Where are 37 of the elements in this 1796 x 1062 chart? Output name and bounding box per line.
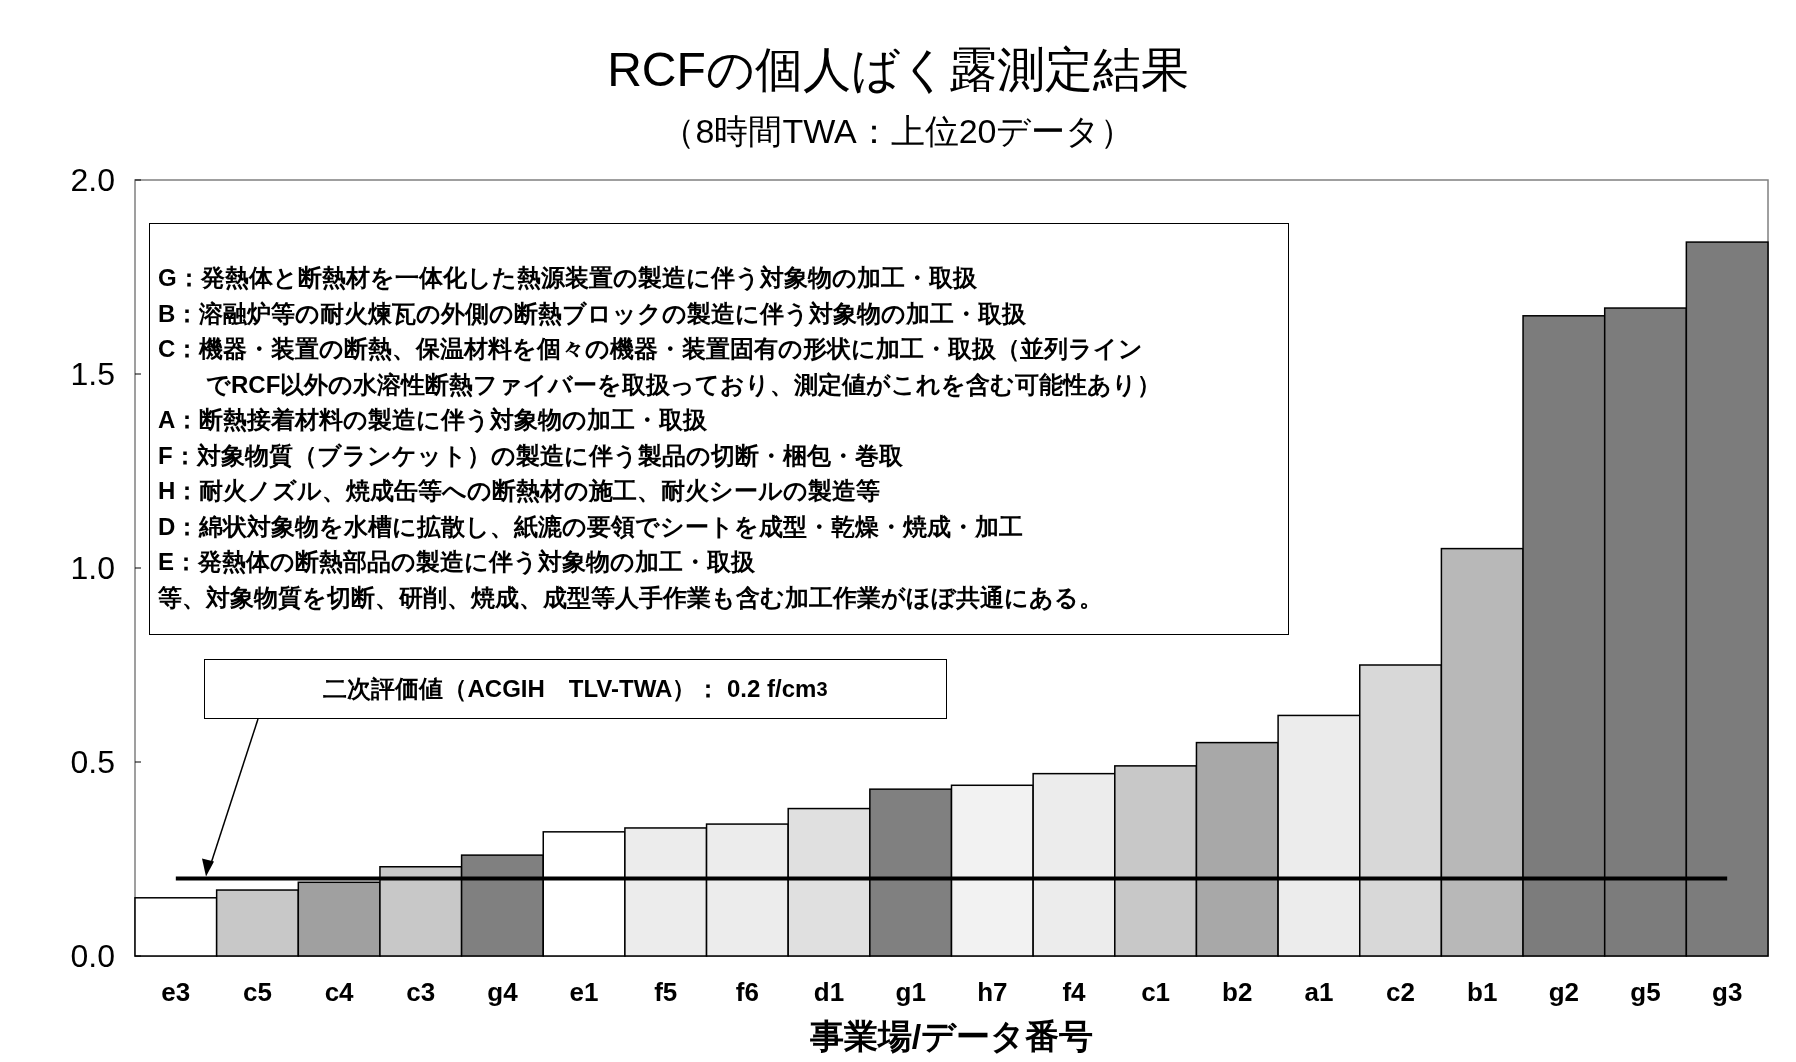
x-tick-label: f4	[1062, 977, 1087, 1007]
chart-subtitle: （8時間TWA：上位20データ）	[661, 112, 1135, 150]
x-tick-label: g1	[895, 977, 926, 1007]
y-tick-label: 0.0	[70, 938, 115, 974]
y-tick-label: 0.5	[70, 744, 115, 780]
y-tick-label: 2.0	[70, 162, 115, 198]
annotation: A：断熱接着材料の製造に伴う対象物の加工・取扱	[158, 405, 709, 435]
annotation: C：機器・装置の断熱、保温材料を個々の機器・装置固有の形状に加工・取扱（並列ラインでRCF以外の水溶性断熱ファイバーを取扱っており、測定値がこれを含む可能性あり）	[158, 334, 1163, 400]
x-tick-label: g5	[1630, 977, 1661, 1007]
x-tick-label: c5	[243, 977, 272, 1007]
x-tick-label: h7	[977, 977, 1008, 1007]
annotation: D：綿状対象物を水槽に拡散し、紙漉の要領でシートを成型・乾燥・焼成・加工	[158, 511, 1025, 542]
annotation: 等、対象物質を切断、研削、焼成、成型等人手作業も含む加工作業がほぼ共通にある。	[158, 582, 1104, 613]
x-tick-label: c3	[406, 977, 436, 1007]
x-axis-title: 事業場/データ番号	[808, 1017, 1094, 1055]
x-tick-label: d1	[813, 977, 845, 1007]
x-tick-label: g4	[487, 977, 519, 1007]
annotation: B：溶融炉等の耐火煉瓦の外側の断熱ブロックの製造に伴う対象物の加工・取扱	[158, 298, 1028, 329]
x-tick-label: b2	[1222, 977, 1253, 1007]
x-tick-label: b1	[1467, 977, 1498, 1007]
x-tick-label: e1	[569, 977, 599, 1007]
x-tick-label: f6	[735, 977, 759, 1007]
annotation: F：対象物質（ブランケット）の製造に伴う製品の切断・梱包・巻取	[158, 440, 904, 471]
x-tick-label: c2	[1386, 977, 1416, 1007]
x-tick-label: g3	[1712, 977, 1743, 1007]
y-tick-label: 1.0	[70, 550, 115, 586]
y-tick-label: 1.5	[70, 356, 115, 392]
annotation: E：発熱体の断熱部品の製造に伴う対象物の加工・取扱	[158, 547, 756, 577]
x-tick-label: a1	[1304, 977, 1334, 1007]
x-tick-label: c4	[324, 977, 355, 1007]
x-tick-label: f5	[654, 977, 678, 1007]
x-tick-label: g2	[1548, 977, 1580, 1007]
annotation: G：発熱体と断熱材を一体化した熱源装置の製造に伴う対象物の加工・取扱	[158, 263, 978, 293]
x-tick-label: e3	[161, 977, 191, 1007]
chart-title: RCFの個人ばく露測定結果	[607, 43, 1189, 96]
x-tick-label: c1	[1141, 977, 1171, 1007]
annotation: H：耐火ノズル、焼成缶等への断熱材の施工、耐火シールの製造等	[158, 476, 882, 506]
